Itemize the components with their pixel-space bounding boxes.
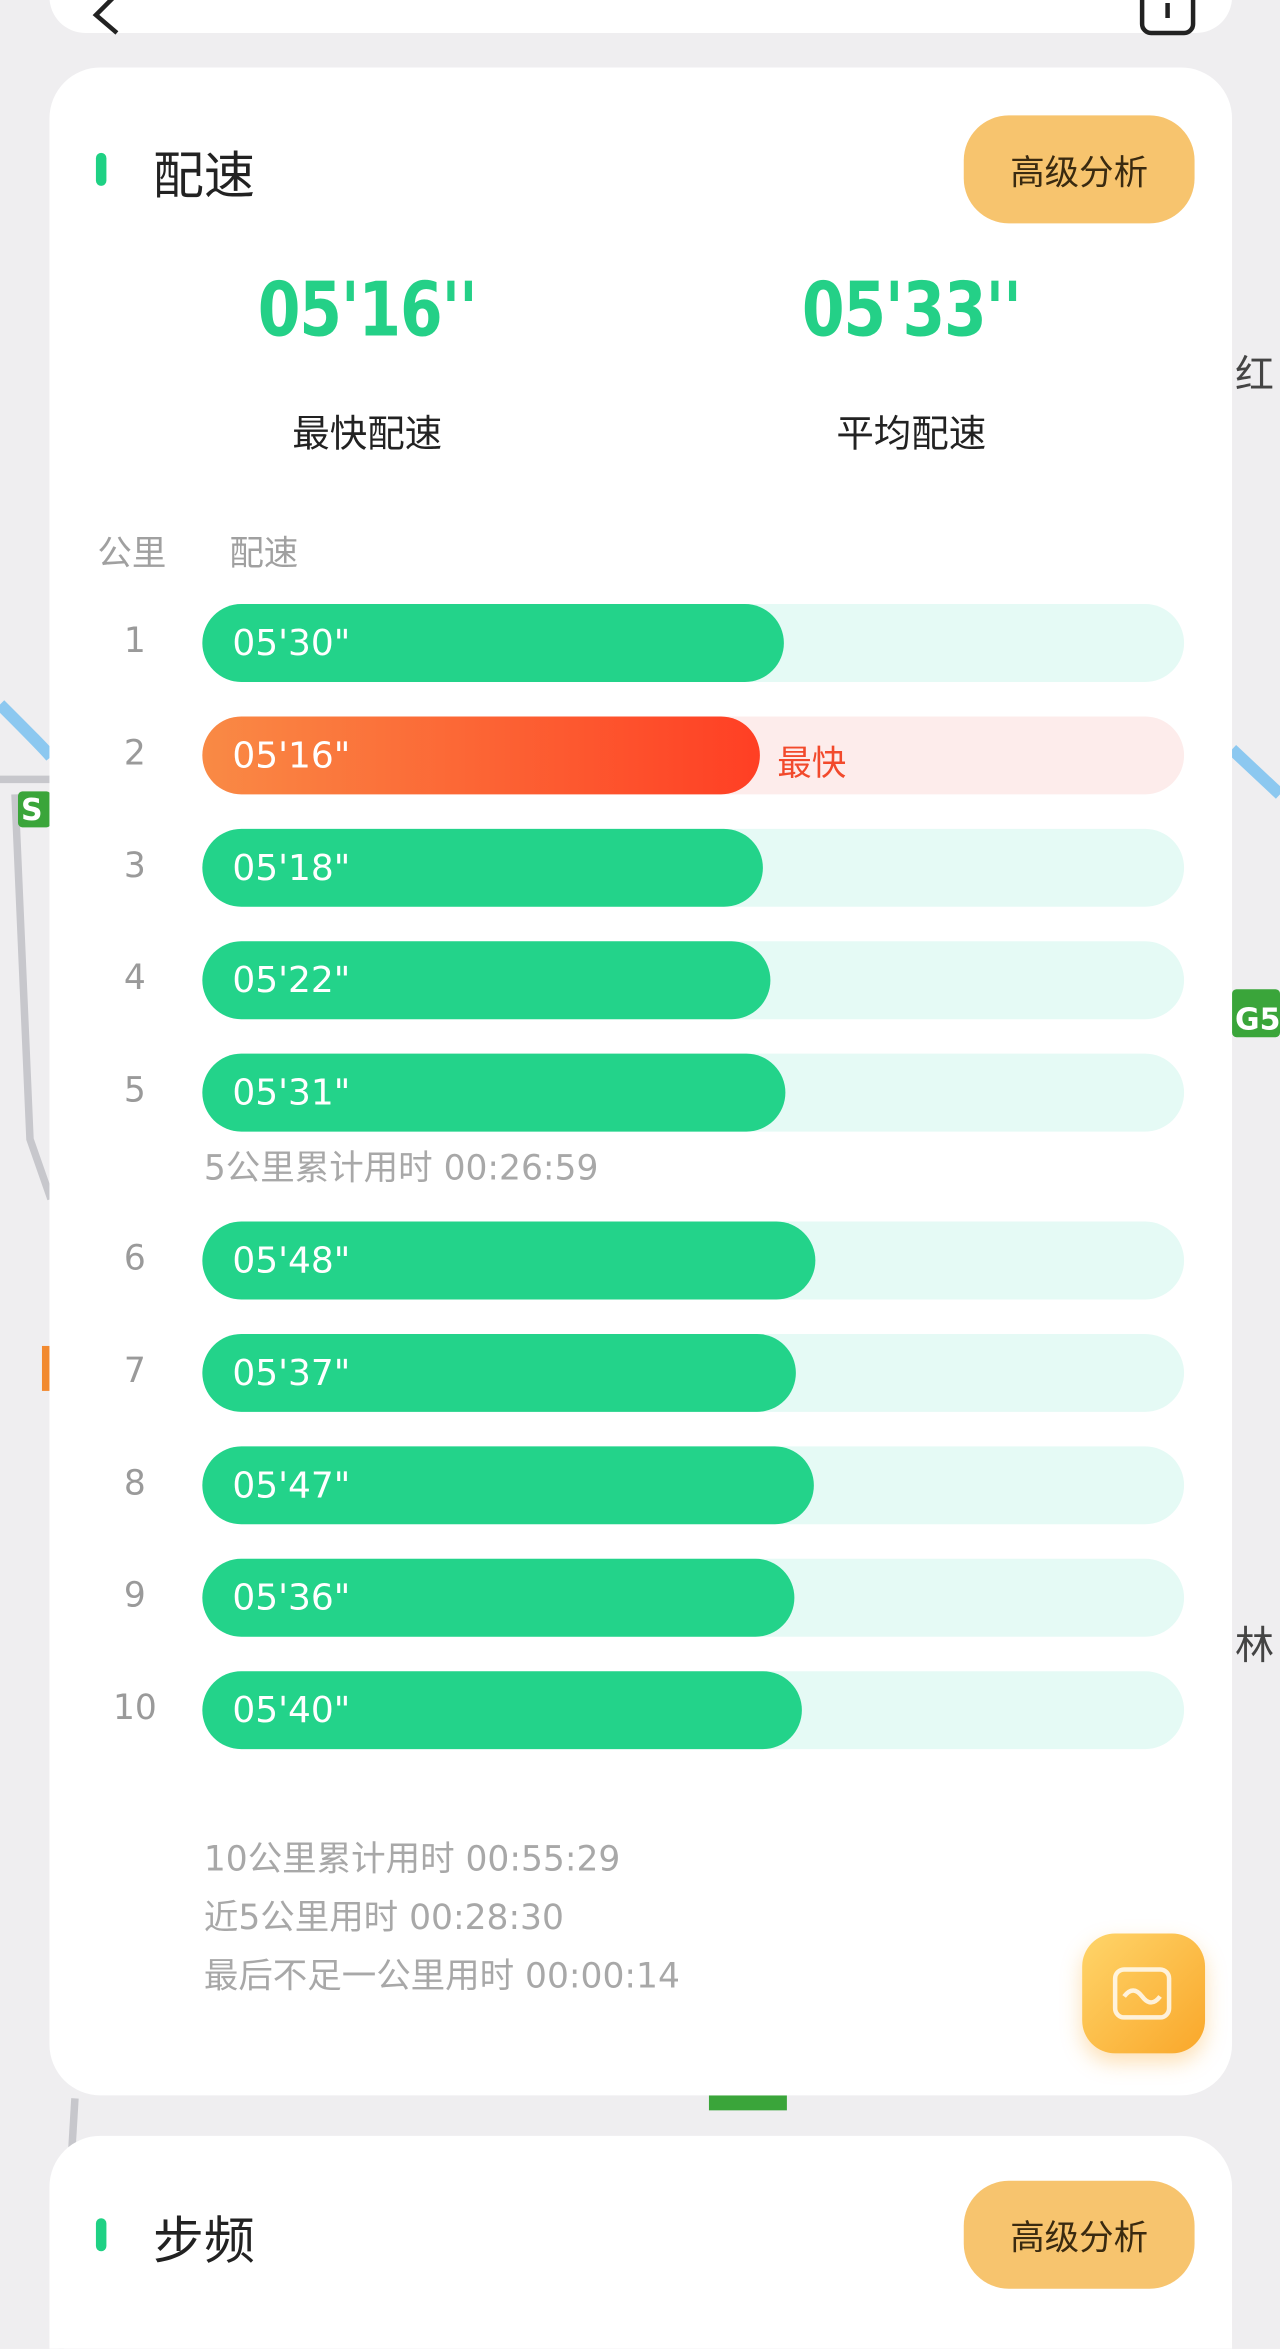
pace-bar: 05'47" (202, 1446, 814, 1525)
advanced-analysis-button[interactable]: 高级分析 (963, 115, 1195, 224)
chart-icon (1112, 1967, 1172, 2020)
column-header: 配速 (229, 535, 299, 575)
km-label: 5 (123, 1071, 146, 1111)
summary-note: 近5公里用时 00:28:30 (203, 1899, 564, 1938)
map-label: 林 (1235, 1624, 1275, 1670)
summary-note: 最后不足一公里用时 00:00:14 (203, 1957, 680, 1997)
split-note: 5公里累计用时 00:26:59 (203, 1149, 599, 1189)
pace-bar: 05'16" (202, 716, 760, 795)
km-label: 1 (123, 622, 146, 661)
card-title: 步频 (152, 2212, 255, 2273)
km-label: 3 (123, 846, 146, 886)
km-label: 8 (123, 1464, 146, 1504)
km-label: 6 (123, 1239, 146, 1279)
stat-value: 05'33'' (801, 266, 1022, 354)
title-indicator (95, 2218, 107, 2252)
pace-bar: 05'30" (202, 604, 785, 682)
advanced-analysis-button[interactable]: 高级分析 (963, 2180, 1195, 2289)
map-label: 红 (1235, 353, 1275, 399)
stat-label: 最快配速 (292, 412, 443, 456)
pace-bar: 05'40" (202, 1671, 802, 1750)
pace-bar: 05'36" (202, 1558, 795, 1637)
stat-value: 05'16'' (257, 266, 478, 354)
km-label: 9 (123, 1576, 146, 1616)
km-label: 4 (123, 959, 146, 999)
map-label: S (20, 791, 43, 828)
title-indicator (95, 152, 107, 186)
card-title: 配速 (152, 146, 255, 207)
stat-label: 平均配速 (836, 412, 987, 456)
pace-bar: 05'18" (202, 828, 763, 907)
km-label: 10 (112, 1689, 157, 1729)
km-label: 7 (123, 1351, 146, 1391)
pace-bar: 05'37" (202, 1333, 797, 1412)
map-label: G59 (1235, 1001, 1280, 1038)
pace-bar: 05'31" (202, 1053, 786, 1132)
top-bar (49, 0, 1233, 33)
summary-note: 10公里累计用时 00:55:29 (203, 1840, 621, 1880)
fastest-tag: 最快 (777, 744, 847, 784)
floating-chart-button[interactable] (1082, 1933, 1206, 2054)
pace-bar: 05'22" (202, 941, 770, 1020)
pace-bar: 05'48" (202, 1221, 816, 1300)
km-label: 2 (123, 734, 146, 774)
share-button[interactable] (1133, 0, 1205, 45)
column-header: 公里 (97, 535, 167, 575)
back-button[interactable] (78, 0, 138, 45)
